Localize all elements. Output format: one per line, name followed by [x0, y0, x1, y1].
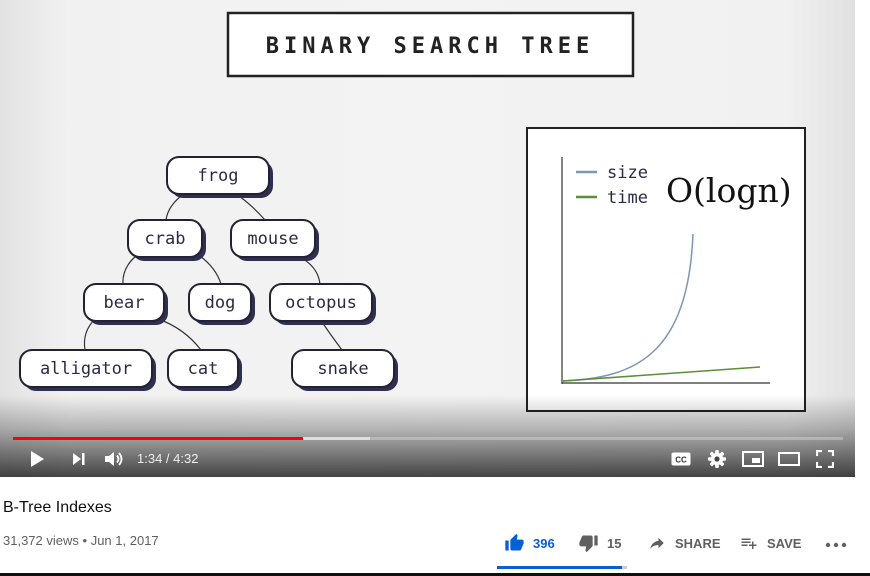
miniplayer-icon — [742, 451, 764, 467]
tree-node-label: cat — [188, 359, 219, 379]
thumbs-down-icon — [579, 535, 598, 553]
tree-node-cat: cat — [167, 349, 242, 391]
tree-node-label: bear — [104, 293, 145, 313]
thumbs-up-icon — [505, 533, 524, 551]
miniplayer-button[interactable] — [740, 446, 766, 472]
time-display: 1:34 / 4:32 — [137, 451, 199, 466]
tree-node-label: frog — [198, 166, 239, 186]
view-count: 31,372 views — [3, 533, 79, 548]
share-label: SHARE — [675, 535, 721, 551]
play-icon — [31, 451, 44, 467]
save-button[interactable]: SAVE — [739, 531, 801, 555]
captions-button[interactable]: CC — [668, 446, 694, 472]
settings-gear-icon — [708, 450, 726, 468]
volume-icon — [105, 452, 123, 466]
captions-icon: CC — [671, 452, 691, 466]
play-button[interactable] — [25, 446, 49, 472]
next-button[interactable] — [66, 446, 90, 472]
progress-played — [13, 437, 303, 440]
progress-bar[interactable] — [13, 437, 843, 440]
playlist-add-icon — [741, 538, 757, 549]
share-button[interactable]: SHARE — [647, 531, 721, 555]
tree-node-label: dog — [205, 293, 236, 313]
upload-date: Jun 1, 2017 — [90, 533, 159, 548]
volume-button[interactable] — [101, 446, 127, 472]
meta-separator: • — [82, 533, 88, 548]
tree-node-mouse: mouse — [230, 219, 319, 261]
like-button[interactable]: 396 — [504, 531, 555, 555]
dislike-button[interactable]: 15 — [578, 531, 621, 555]
tree-node-label: alligator — [40, 359, 132, 379]
tree-node-dog: dog — [188, 283, 255, 325]
share-arrow-icon — [650, 537, 664, 549]
save-label: SAVE — [767, 535, 802, 551]
complexity-graph: size time O(logn) — [526, 127, 806, 412]
time-curve — [562, 366, 761, 382]
tree-node-label: crab — [145, 229, 186, 249]
tree-node-bear: bear — [83, 283, 168, 325]
video-meta: 31,372 views • Jun 1, 2017 — [3, 533, 159, 548]
next-icon — [73, 453, 85, 465]
more-actions-button[interactable] — [822, 533, 850, 557]
legend-time-label: time — [607, 188, 648, 208]
dislike-count: 15 — [607, 535, 622, 551]
slide-title-box: BINARY SEARCH TREE — [226, 11, 635, 78]
tree-node-octopus: octopus — [269, 283, 376, 325]
tree-node-snake: snake — [291, 349, 398, 391]
legend-size-label: size — [607, 163, 648, 183]
sentiment-bar-likes — [497, 566, 622, 569]
fullscreen-button[interactable] — [812, 446, 838, 472]
slide-title: BINARY SEARCH TREE — [266, 34, 594, 59]
theater-mode-button[interactable] — [776, 446, 802, 472]
tree-node-label: mouse — [247, 229, 298, 249]
sentiment-bar — [497, 566, 627, 569]
video-title: B-Tree Indexes — [3, 499, 112, 516]
complexity-label: O(logn) — [666, 171, 792, 210]
tree-node-label: snake — [317, 359, 368, 379]
tree-edges — [83, 192, 343, 351]
tree-node-frog: frog — [166, 156, 273, 198]
theater-mode-icon — [778, 452, 800, 466]
tree-node-alligator: alligator — [19, 349, 156, 391]
like-count: 396 — [533, 535, 555, 551]
fullscreen-icon — [816, 450, 834, 468]
svg-text:CC: CC — [675, 456, 687, 465]
tree-node-crab: crab — [127, 219, 206, 261]
page-divider — [0, 573, 870, 576]
tree-node-label: octopus — [285, 293, 357, 313]
video-player[interactable]: BINARY SEARCH TREE frog crab mou — [0, 0, 855, 477]
settings-button[interactable] — [704, 446, 730, 472]
video-frame: BINARY SEARCH TREE frog crab mou — [19, 11, 806, 412]
more-horizontal-icon — [825, 542, 847, 548]
